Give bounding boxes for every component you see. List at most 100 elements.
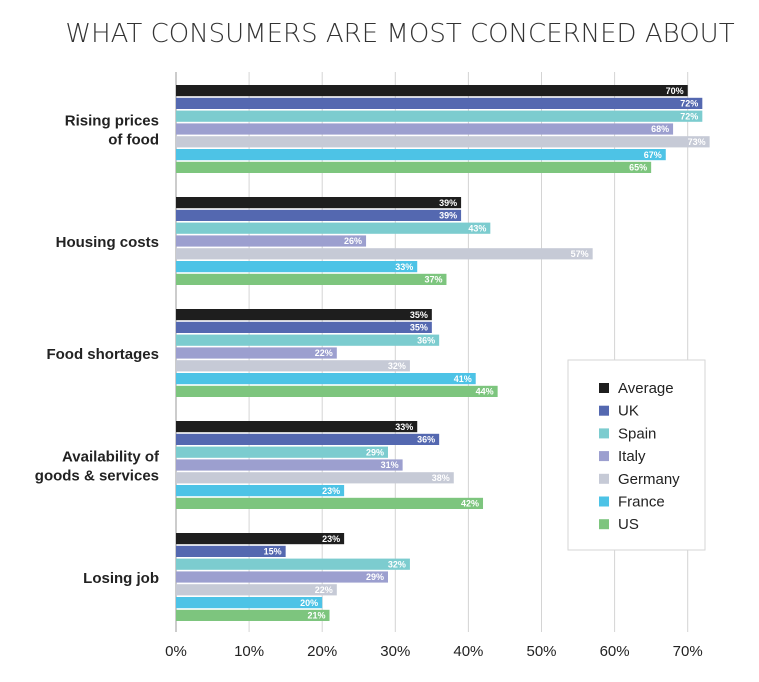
- bar-value-label: 39%: [439, 211, 457, 221]
- bar: [176, 321, 432, 333]
- legend-swatch: [599, 473, 609, 484]
- bar: [176, 149, 666, 161]
- x-tick-label: 30%: [380, 643, 410, 660]
- bar-value-label: 36%: [417, 335, 435, 345]
- bar-value-label: 42%: [461, 499, 479, 509]
- bar: [176, 123, 674, 135]
- bar-value-label: 57%: [571, 249, 589, 259]
- bar: [176, 261, 418, 273]
- bar: [176, 197, 462, 209]
- bar-value-label: 70%: [666, 86, 684, 96]
- bar: [176, 571, 388, 583]
- legend: Average UK Spain Italy Germany France US: [567, 359, 706, 551]
- bar: [176, 248, 593, 260]
- bar-value-label: 20%: [300, 598, 318, 608]
- bar-value-label: 21%: [307, 611, 325, 621]
- bar: [176, 558, 410, 570]
- legend-swatch: [599, 428, 609, 439]
- bar: [176, 110, 703, 122]
- legend-swatch: [599, 519, 609, 530]
- bar-value-label: 23%: [322, 534, 340, 544]
- bar: [176, 161, 652, 173]
- bar-value-label: 23%: [322, 486, 340, 496]
- legend-swatch: [599, 383, 609, 393]
- bar-value-label: 37%: [424, 275, 442, 285]
- bar: [176, 421, 418, 433]
- legend-box: [567, 359, 706, 551]
- bar: [176, 136, 710, 148]
- bar: [176, 334, 440, 346]
- x-tick-label: 50%: [526, 643, 556, 660]
- bar: [176, 545, 286, 557]
- bar: [176, 459, 403, 471]
- bar: [176, 309, 432, 321]
- bar-value-label: 29%: [366, 447, 384, 457]
- bar: [176, 97, 703, 109]
- bar: [176, 609, 330, 621]
- bar-value-label: 73%: [688, 137, 706, 147]
- bar: [176, 273, 447, 285]
- bar: [176, 85, 688, 97]
- bar: [176, 433, 440, 445]
- legend-swatch: [599, 496, 609, 507]
- bar: [176, 446, 388, 458]
- category-label: Housing costs: [56, 234, 159, 251]
- legend-label: US: [618, 516, 639, 533]
- bar: [176, 209, 462, 221]
- category-label: Food shortages: [46, 346, 159, 363]
- bar-value-label: 35%: [410, 310, 428, 320]
- bar-value-label: 32%: [388, 559, 406, 569]
- bar: [176, 385, 498, 397]
- bar: [176, 584, 337, 596]
- bar-value-label: 39%: [439, 198, 457, 208]
- bar-value-label: 72%: [680, 111, 698, 121]
- bar-value-label: 72%: [680, 99, 698, 109]
- bar-value-label: 33%: [395, 422, 413, 432]
- x-tick-labels: 0% 10% 20% 30% 40% 50% 60% 70%: [165, 643, 703, 660]
- bar-value-label: 43%: [468, 223, 486, 233]
- legend-swatch: [599, 451, 609, 462]
- bar-value-label: 41%: [454, 374, 472, 384]
- bar: [176, 597, 323, 609]
- bar-value-label: 38%: [432, 473, 450, 483]
- x-tick-label: 40%: [453, 643, 483, 660]
- x-tick-label: 70%: [673, 643, 703, 660]
- bar-value-label: 65%: [629, 163, 647, 173]
- bar: [176, 235, 367, 247]
- legend-label: Spain: [618, 425, 656, 442]
- bar: [176, 360, 410, 372]
- category-label: goods & services: [35, 467, 159, 484]
- category-label: Rising prices: [65, 112, 159, 129]
- bars: 70% 72% 72% 68% 73% 67% 65% 39% 39% 43% 26% 57% 33% 3…: [176, 85, 710, 621]
- bar: [176, 347, 337, 359]
- bar-value-label: 26%: [344, 236, 362, 246]
- category-label: of food: [108, 131, 159, 148]
- bar: [176, 485, 345, 497]
- bar-value-label: 29%: [366, 572, 384, 582]
- category-label: Losing job: [83, 570, 159, 587]
- bar: [176, 472, 454, 484]
- bar-value-label: 68%: [651, 124, 669, 134]
- bar: [176, 222, 491, 234]
- bar-value-label: 22%: [315, 348, 333, 358]
- chart-title: WHAT CONSUMERS ARE MOST CONCERNED ABOUT: [65, 19, 734, 49]
- bar-value-label: 22%: [315, 585, 333, 595]
- x-tick-label: 20%: [307, 643, 337, 660]
- x-tick-label: 60%: [600, 643, 630, 660]
- category-label: Availability of: [62, 448, 160, 465]
- bar-value-label: 44%: [476, 387, 494, 397]
- legend-label: France: [618, 494, 665, 511]
- category-labels: Rising prices of food Housing costs Food sh…: [35, 112, 160, 587]
- x-tick-label: 10%: [234, 643, 264, 660]
- x-tick-label: 0%: [165, 643, 187, 660]
- bar: [176, 373, 476, 385]
- legend-label: Germany: [618, 471, 680, 488]
- bar: [176, 533, 345, 545]
- bar-value-label: 67%: [644, 150, 662, 160]
- bar-value-label: 35%: [410, 323, 428, 333]
- legend-label: Average: [618, 380, 674, 397]
- legend-swatch: [599, 405, 609, 416]
- bar-value-label: 36%: [417, 435, 435, 445]
- bar-value-label: 15%: [264, 547, 282, 557]
